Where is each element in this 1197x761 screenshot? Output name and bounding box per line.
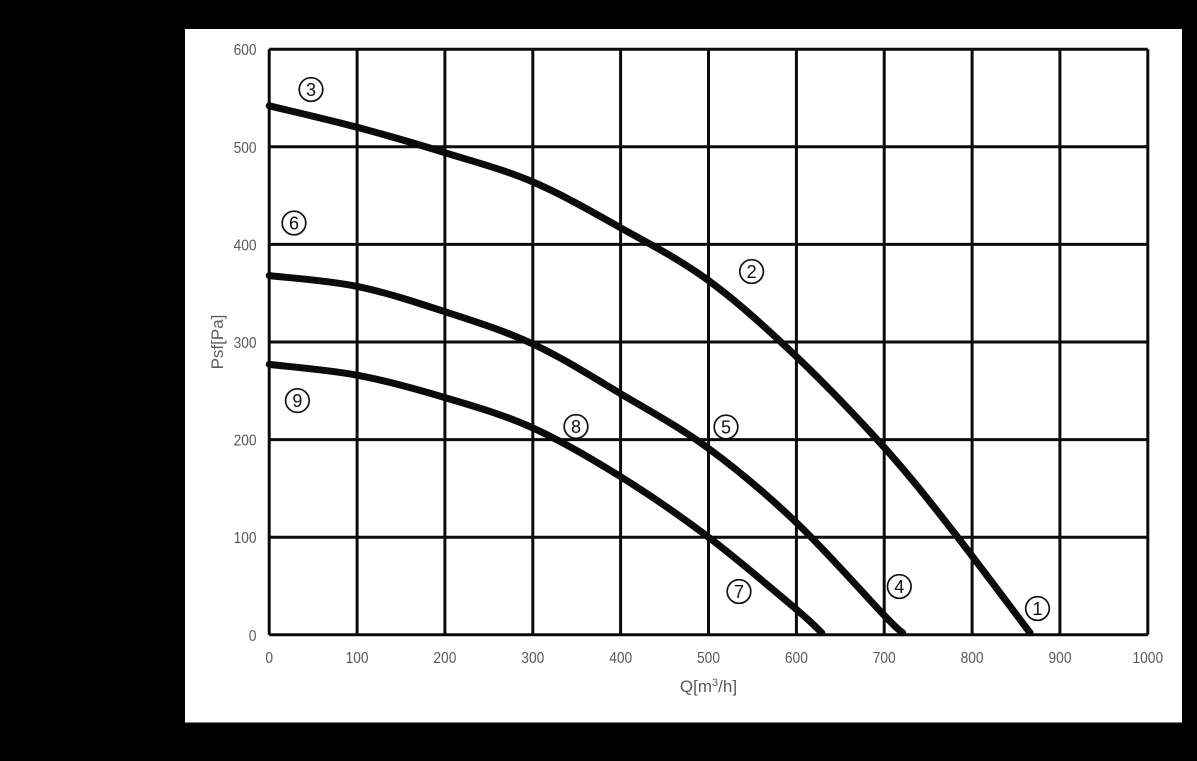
svg-text:100: 100	[234, 530, 257, 547]
svg-text:400: 400	[609, 650, 632, 667]
svg-text:500: 500	[697, 650, 720, 667]
svg-text:100: 100	[346, 650, 369, 667]
svg-text:Q[m3/h]: Q[m3/h]	[680, 677, 737, 696]
svg-text:4: 4	[894, 577, 904, 597]
svg-text:8: 8	[571, 417, 581, 437]
svg-text:1: 1	[1032, 599, 1042, 619]
svg-text:6: 6	[289, 214, 299, 234]
svg-text:9: 9	[292, 391, 302, 411]
svg-text:400: 400	[234, 237, 257, 254]
svg-text:300: 300	[521, 650, 544, 667]
svg-text:200: 200	[234, 433, 257, 450]
svg-text:800: 800	[961, 650, 984, 667]
svg-text:3: 3	[306, 80, 316, 100]
svg-text:900: 900	[1049, 650, 1072, 667]
svg-text:200: 200	[433, 650, 456, 667]
svg-text:600: 600	[234, 42, 257, 59]
svg-text:300: 300	[234, 335, 257, 352]
svg-text:2: 2	[747, 262, 757, 282]
svg-text:600: 600	[785, 650, 808, 667]
svg-text:0: 0	[265, 650, 273, 667]
svg-text:500: 500	[234, 140, 257, 157]
svg-text:700: 700	[873, 650, 896, 667]
svg-text:Psf[Pa]: Psf[Pa]	[208, 315, 227, 370]
svg-text:0: 0	[249, 628, 257, 645]
svg-text:5: 5	[721, 418, 731, 438]
svg-text:1000: 1000	[1133, 650, 1164, 667]
svg-text:7: 7	[734, 582, 744, 602]
